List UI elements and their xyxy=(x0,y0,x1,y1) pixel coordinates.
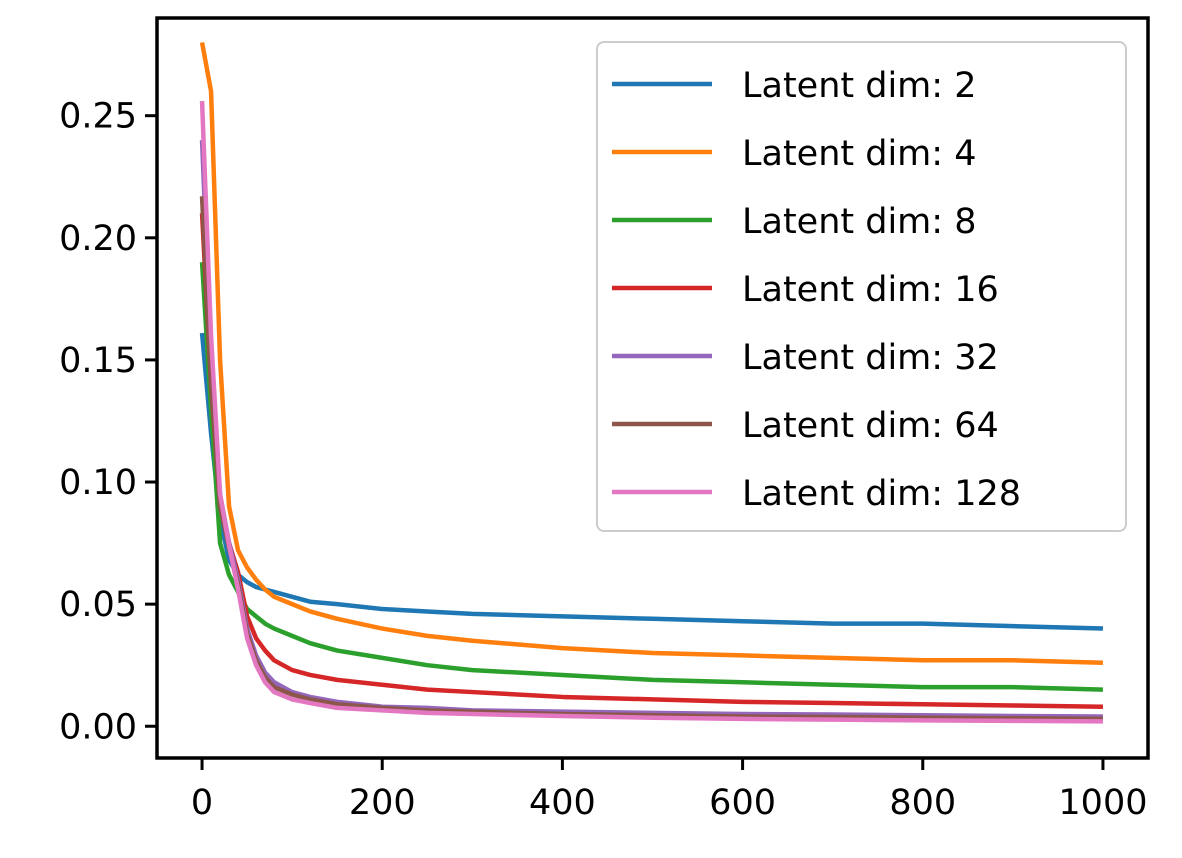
legend-box xyxy=(596,41,1127,532)
x-tick-label: 400 xyxy=(529,783,596,823)
y-tick-label: 0.15 xyxy=(59,341,137,381)
legend: Latent dim: 2 Latent dim: 4 Latent dim: 8 L… xyxy=(596,41,1127,532)
x-tick-label: 1000 xyxy=(1058,783,1147,823)
x-tick-label: 0 xyxy=(191,783,213,823)
y-tick-label: 0.05 xyxy=(59,585,137,625)
legend-label-3: Latent dim: 8 xyxy=(742,202,976,242)
x-tick-label: 600 xyxy=(709,783,776,823)
legend-label-1: Latent dim: 2 xyxy=(742,66,976,106)
legend-label-4: Latent dim: 16 xyxy=(742,270,999,310)
axes-layer: 0 200 400 600 800 1000 0.00 0.05 0.10 0.15 0.20 0.2… xyxy=(59,16,1150,823)
series-line-2 xyxy=(199,42,1104,665)
y-tick-label: 0.00 xyxy=(59,707,137,747)
x-tick-label: 800 xyxy=(889,783,956,823)
x-tick-label: 200 xyxy=(349,783,416,823)
y-tick-label: 0.20 xyxy=(59,219,137,259)
series-layer xyxy=(199,42,1104,724)
series-line-7 xyxy=(199,100,1103,724)
legend-label-5: Latent dim: 32 xyxy=(742,338,999,378)
y-tick-label: 0.25 xyxy=(59,97,137,137)
series-line-3 xyxy=(199,262,1104,692)
y-tick-label: 0.10 xyxy=(59,463,137,503)
legend-label-7: Latent dim: 128 xyxy=(742,474,1021,514)
axes-frame xyxy=(155,16,1150,760)
legend-label-2: Latent dim: 4 xyxy=(742,134,976,174)
legend-label-6: Latent dim: 64 xyxy=(742,406,999,446)
